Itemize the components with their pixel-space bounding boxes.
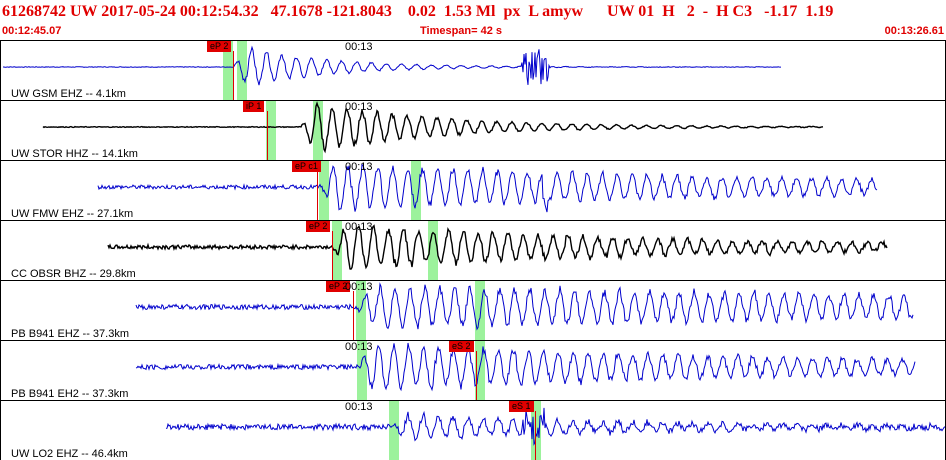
time-mark: 00:13 [345,281,373,293]
phase-pick[interactable]: eP 2 [326,281,351,292]
pick-window [266,101,276,160]
waveform [135,342,916,392]
pick-line [267,111,268,160]
trace-panel[interactable]: iP 1 00:13 UW STOR HHZ -- 14.1km [0,100,946,160]
station-label: PB B941 EH2 -- 37.3km [11,388,129,400]
trace-panel[interactable]: eS 1 00:13 UW LO2 EHZ -- 46.4km [0,400,946,460]
pick-window [313,101,323,160]
pick-window [357,341,367,400]
trace-panel[interactable]: eP 2 00:13 PB B941 EHZ -- 37.3km [0,280,946,340]
waveform [107,224,888,270]
trace-panel[interactable]: eS 2 00:13 PB B941 EH2 -- 37.3km [0,340,946,400]
pick-line [476,351,477,400]
trace-panel[interactable]: eP 2 00:13 CC OBSR BHZ -- 29.8km [0,220,946,280]
waveform [165,407,945,446]
pick-window [475,281,485,340]
station-label: PB B941 EHZ -- 37.3km [11,328,129,340]
waveform-line [42,101,824,154]
event-summary-line: 61268742 UW 2017-05-24 00:12:54.32 47.16… [2,3,834,20]
pick-window [531,401,541,460]
time-mark: 00:13 [345,221,373,233]
waveform-line [107,224,888,270]
waveform-line [135,282,914,331]
station-label: UW FMW EHZ -- 27.1km [11,208,134,220]
time-mark: 00:13 [345,101,373,113]
station-label: CC OBSR BHZ -- 29.8km [11,268,136,280]
waveform [42,101,824,154]
pick-window [356,281,366,340]
station-label: UW GSM EHZ -- 4.1km [11,88,126,100]
timespan: Timespan= 42 s [420,25,503,37]
time-mark: 00:13 [345,161,373,173]
pick-window [332,221,342,280]
pick-window [223,41,233,100]
pick-window [475,341,485,400]
time-mark: 00:13 [345,41,373,53]
pick-window [389,401,399,460]
waveform [135,282,914,331]
pick-window [428,221,438,280]
phase-pick[interactable]: eP 2 [306,221,331,232]
waveform-line [97,163,878,213]
waveform [3,45,781,86]
station-label: UW LO2 EHZ -- 46.4km [11,448,128,460]
station-label: UW STOR HHZ -- 14.1km [11,148,138,160]
waveform-line [135,342,916,392]
pick-line [353,291,354,340]
pick-line [233,51,234,100]
waveform-line [3,45,781,86]
phase-pick[interactable]: eS 2 [449,341,474,352]
trace-panel[interactable]: eP 2 00:13 UW GSM EHZ -- 4.1km [0,40,946,100]
phase-pick[interactable]: eP 2 [207,41,232,52]
pick-line [535,411,536,460]
pick-line [332,231,333,280]
time-mark: 00:13 [345,401,373,413]
end-time: 00:13:26.61 [884,25,944,37]
waveform [97,163,878,213]
start-time: 00:12:45.07 [2,25,62,37]
event-header: 61268742 UW 2017-05-24 00:12:54.32 47.16… [0,0,946,40]
phase-pick[interactable]: eS 1 [509,401,534,412]
phase-pick[interactable]: eP c1 [292,161,321,172]
time-mark: 00:13 [345,341,373,353]
waveform-panel-stack: eP 2 00:13 UW GSM EHZ -- 4.1km iP 1 00:1… [0,40,946,460]
pick-line [317,171,318,220]
pick-window [411,161,421,220]
pick-window [237,41,247,100]
phase-pick[interactable]: iP 1 [243,101,265,112]
trace-panel[interactable]: eP c1 00:13 UW FMW EHZ -- 27.1km [0,160,946,220]
waveform-line [165,407,945,446]
